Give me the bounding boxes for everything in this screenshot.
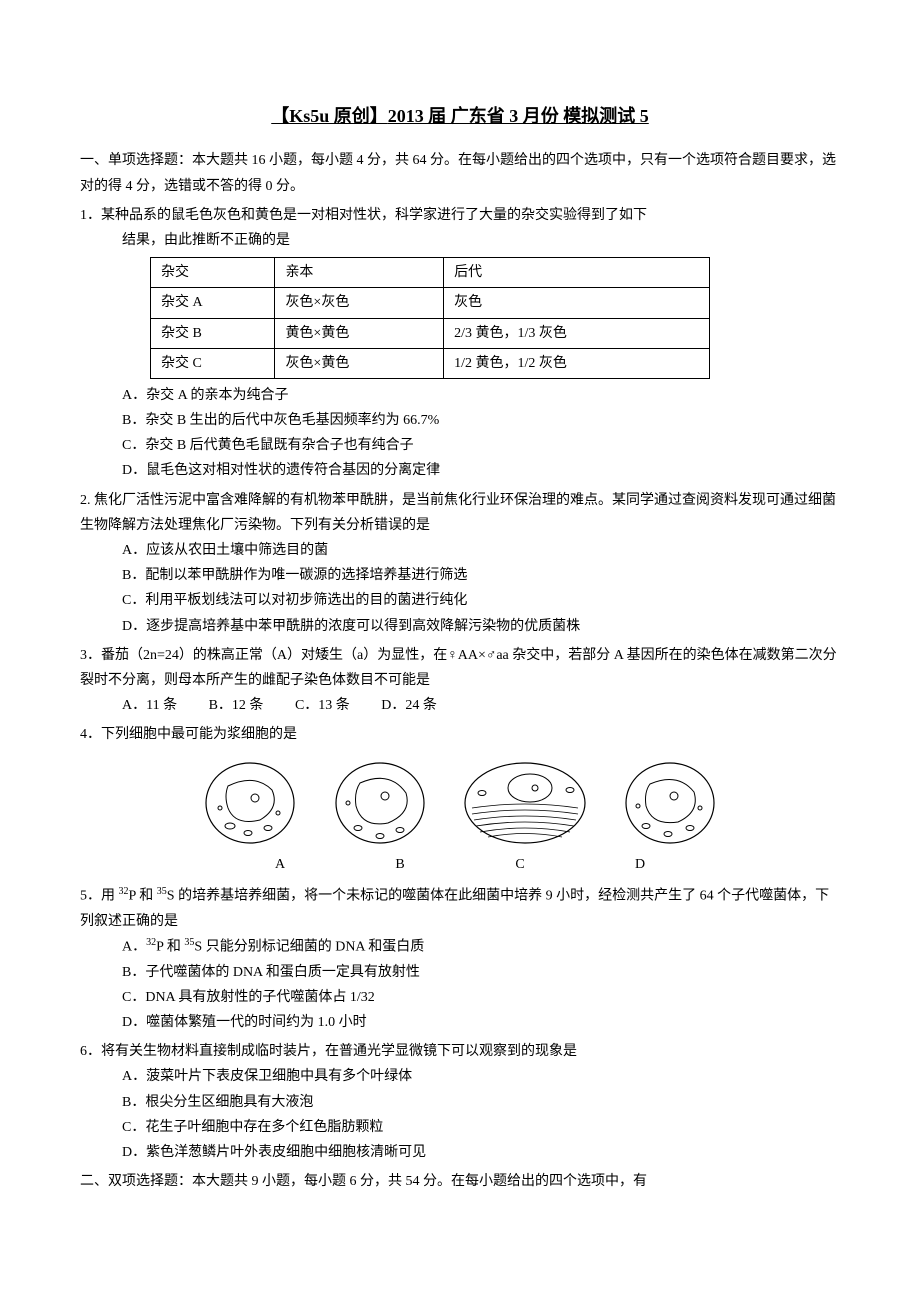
q5-choice-b: B．子代噬菌体的 DNA 和蛋白质一定具有放射性 <box>80 960 840 985</box>
page-title: 【Ks5u 原创】2013 届 广东省 3 月份 模拟测试 5 <box>80 100 840 132</box>
isotope-sup: 35 <box>157 886 167 897</box>
cell-d-icon <box>620 758 720 848</box>
table-cell: 灰色 <box>444 288 710 318</box>
table-cell: 杂交 A <box>151 288 275 318</box>
table-cell: 亲本 <box>275 258 444 288</box>
q6-stem: 6．将有关生物材料直接制成临时装片，在普通光学显微镜下可以观察到的现象是 <box>80 1039 840 1064</box>
table-cell: 1/2 黄色，1/2 灰色 <box>444 348 710 378</box>
table-cell: 杂交 C <box>151 348 275 378</box>
table-row: 杂交 A 灰色×灰色 灰色 <box>151 288 710 318</box>
q5-stem-b: 和 <box>136 888 157 903</box>
q6-choice-b: B．根尖分生区细胞具有大液泡 <box>80 1090 840 1115</box>
q5-a-mid: 和 <box>163 939 184 954</box>
q2-choice-c: C．利用平板划线法可以对初步筛选出的目的菌进行纯化 <box>80 588 840 613</box>
q6-choice-d: D．紫色洋葱鳞片叶外表皮细胞中细胞核清晰可见 <box>80 1140 840 1165</box>
question-1: 1．某种品系的鼠毛色灰色和黄色是一对相对性状，科学家进行了大量的杂交实验得到了如… <box>80 203 840 484</box>
question-2: 2. 焦化厂活性污泥中富含难降解的有机物苯甲酰肼，是当前焦化行业环保治理的难点。… <box>80 488 840 639</box>
q4-label-a: A <box>270 852 290 877</box>
q5-choice-a: A．32P 和 35S 只能分别标记细菌的 DNA 和蛋白质 <box>80 934 840 960</box>
q4-label-c: C <box>510 852 530 877</box>
section1-intro: 一、单项选择题：本大题共 16 小题，每小题 4 分，共 64 分。在每小题给出… <box>80 148 840 198</box>
isotope-el: P <box>129 888 136 903</box>
q5-choice-c: C．DNA 具有放射性的子代噬菌体占 1/32 <box>80 985 840 1010</box>
table-cell: 灰色×灰色 <box>275 288 444 318</box>
question-5: 5．用 32P 和 35S 的培养基培养细菌，将一个未标记的噬菌体在此细菌中培养… <box>80 883 840 1035</box>
q1-table: 杂交 亲本 后代 杂交 A 灰色×灰色 灰色 杂交 B 黄色×黄色 2/3 黄色… <box>150 257 710 379</box>
q2-choice-a: A．应该从农田土壤中筛选目的菌 <box>80 538 840 563</box>
q1-choice-c: C．杂交 B 后代黄色毛鼠既有杂合子也有纯合子 <box>80 433 840 458</box>
q1-choice-a: A．杂交 A 的亲本为纯合子 <box>80 383 840 408</box>
q5-choice-d: D．噬菌体繁殖一代的时间约为 1.0 小时 <box>80 1010 840 1035</box>
q5-a-prefix: A． <box>122 939 146 954</box>
q3-stem: 3．番茄（2n=24）的株高正常（A）对矮生（a）为显性，在♀AA×♂aa 杂交… <box>80 643 840 693</box>
title-main: 2013 届 广东省 3 月份 模拟测试 5 <box>388 106 649 126</box>
section2-intro: 二、双项选择题：本大题共 9 小题，每小题 6 分，共 54 分。在每小题给出的… <box>80 1169 840 1194</box>
q3-choices: A．11 条 B．12 条 C．13 条 D．24 条 <box>80 693 840 718</box>
isotope-sup: 32 <box>146 937 156 948</box>
q2-choice-b: B．配制以苯甲酰肼作为唯一碳源的选择培养基进行筛选 <box>80 563 840 588</box>
q1-choice-b: B．杂交 B 生出的后代中灰色毛基因频率约为 66.7% <box>80 408 840 433</box>
q4-stem: 4．下列细胞中最可能为浆细胞的是 <box>80 722 840 747</box>
q1-choice-d: D．鼠毛色这对相对性状的遗传符合基因的分离定律 <box>80 458 840 483</box>
q4-label-d: D <box>630 852 650 877</box>
isotope-sup: 32 <box>119 886 129 897</box>
title-prefix: 【Ks5u 原创】 <box>271 106 388 126</box>
table-row: 杂交 C 灰色×黄色 1/2 黄色，1/2 灰色 <box>151 348 710 378</box>
cell-b-icon <box>330 758 430 848</box>
q5-stem-a: 5．用 <box>80 888 119 903</box>
table-cell: 黄色×黄色 <box>275 318 444 348</box>
q6-choice-c: C．花生子叶细胞中存在多个红色脂肪颗粒 <box>80 1115 840 1140</box>
q2-stem: 2. 焦化厂活性污泥中富含难降解的有机物苯甲酰肼，是当前焦化行业环保治理的难点。… <box>80 488 840 538</box>
table-cell: 杂交 B <box>151 318 275 348</box>
table-cell: 后代 <box>444 258 710 288</box>
q1-stem2: 结果，由此推断不正确的是 <box>80 228 840 253</box>
isotope-sup: 35 <box>184 937 194 948</box>
isotope-el: S <box>167 888 175 903</box>
table-row: 杂交 亲本 后代 <box>151 258 710 288</box>
q2-choice-d: D．逐步提高培养基中苯甲酰肼的浓度可以得到高效降解污染物的优质菌株 <box>80 614 840 639</box>
q6-choice-a: A．菠菜叶片下表皮保卫细胞中具有多个叶绿体 <box>80 1064 840 1089</box>
q3-choice-a: A．11 条 <box>122 698 177 713</box>
question-3: 3．番茄（2n=24）的株高正常（A）对矮生（a）为显性，在♀AA×♂aa 杂交… <box>80 643 840 719</box>
table-cell: 2/3 黄色，1/3 灰色 <box>444 318 710 348</box>
question-6: 6．将有关生物材料直接制成临时装片，在普通光学显微镜下可以观察到的现象是 A．菠… <box>80 1039 840 1165</box>
q3-choice-b: B．12 条 <box>209 698 264 713</box>
table-cell: 杂交 <box>151 258 275 288</box>
q5-stem-c: 的培养基培养细菌，将一个未标记的噬菌体在此细菌中培养 9 小时，经检测共产生了 … <box>80 888 829 928</box>
q3-choice-c: C．13 条 <box>295 698 350 713</box>
q4-label-b: B <box>390 852 410 877</box>
q4-labels: A B C D <box>80 852 840 877</box>
table-row: 杂交 B 黄色×黄色 2/3 黄色，1/3 灰色 <box>151 318 710 348</box>
q1-stem: 1．某种品系的鼠毛色灰色和黄色是一对相对性状，科学家进行了大量的杂交实验得到了如… <box>80 203 840 228</box>
table-cell: 灰色×黄色 <box>275 348 444 378</box>
q5-stem: 5．用 32P 和 35S 的培养基培养细菌，将一个未标记的噬菌体在此细菌中培养… <box>80 883 840 934</box>
q4-cell-figures <box>80 758 840 848</box>
q5-a-suffix: 只能分别标记细菌的 DNA 和蛋白质 <box>202 939 424 954</box>
question-4: 4．下列细胞中最可能为浆细胞的是 <box>80 722 840 876</box>
cell-a-icon <box>200 758 300 848</box>
cell-c-icon <box>460 758 590 848</box>
q3-choice-d: D．24 条 <box>381 698 437 713</box>
